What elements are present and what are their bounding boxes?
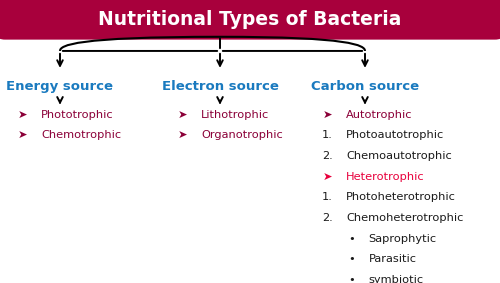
Text: Saprophytic: Saprophytic [368, 233, 436, 244]
Text: ➤: ➤ [323, 171, 332, 182]
Text: 1.: 1. [322, 130, 332, 140]
FancyBboxPatch shape [0, 0, 500, 40]
Text: Chemotrophic: Chemotrophic [41, 130, 121, 140]
Text: •: • [348, 254, 355, 264]
Text: •: • [348, 233, 355, 244]
Text: ➤: ➤ [18, 110, 28, 120]
Text: Chemoautotrophic: Chemoautotrophic [346, 151, 452, 161]
Text: Organotrophic: Organotrophic [201, 130, 283, 140]
Text: Lithotrophic: Lithotrophic [201, 110, 269, 120]
Text: ➤: ➤ [178, 130, 188, 140]
Text: Parasitic: Parasitic [368, 254, 416, 264]
Text: ➤: ➤ [178, 110, 188, 120]
Text: Phototrophic: Phototrophic [41, 110, 114, 120]
Text: Photoheterotrophic: Photoheterotrophic [346, 192, 456, 202]
Text: Heterotrophic: Heterotrophic [346, 171, 424, 182]
Text: Photoautotrophic: Photoautotrophic [346, 130, 444, 140]
Text: Electron source: Electron source [162, 80, 278, 93]
Text: ➤: ➤ [18, 130, 28, 140]
Text: Chemoheterotrophic: Chemoheterotrophic [346, 213, 464, 223]
Text: 1.: 1. [322, 192, 332, 202]
Text: Autotrophic: Autotrophic [346, 110, 412, 120]
Text: Energy source: Energy source [6, 80, 114, 93]
Text: •: • [348, 275, 355, 283]
Text: symbiotic: symbiotic [368, 275, 424, 283]
Text: 2.: 2. [322, 213, 332, 223]
Text: ➤: ➤ [323, 110, 332, 120]
Text: 2.: 2. [322, 151, 332, 161]
Text: Nutritional Types of Bacteria: Nutritional Types of Bacteria [98, 10, 402, 29]
Text: Carbon source: Carbon source [311, 80, 419, 93]
